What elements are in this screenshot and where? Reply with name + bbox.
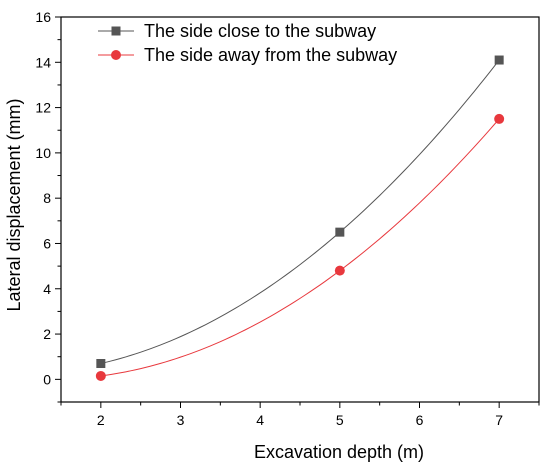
x-tick-label: 2 [97,412,105,428]
y-tick-label: 8 [43,190,51,206]
y-tick-label: 16 [35,9,51,25]
x-tick-label: 6 [416,412,424,428]
y-tick-label: 6 [43,235,51,251]
y-tick-label: 0 [43,371,51,387]
y-tick-label: 4 [43,281,51,297]
series-1-point [494,55,504,65]
y-tick-label: 10 [35,145,51,161]
series-2-point [334,265,345,276]
x-tick-label: 7 [495,412,503,428]
legend-marker [111,50,121,60]
x-tick-label: 4 [256,412,264,428]
legend-label: The side close to the subway [144,21,376,41]
y-axis-title: Lateral displacement (mm) [4,98,24,311]
y-tick-label: 12 [35,100,51,116]
y-tick-label: 14 [35,54,51,70]
series-1-line [100,59,500,364]
series-1-point [335,227,345,237]
plot-frame [60,16,540,403]
x-axis-title: Excavation depth (m) [254,442,424,462]
series-1-point [96,359,106,368]
series-2-point [95,370,106,381]
series-2-line [100,118,500,377]
legend-marker [111,26,121,36]
legend-label: The side away from the subway [144,45,397,65]
series-2-point [494,113,505,124]
x-tick-label: 3 [177,412,185,428]
y-tick-label: 2 [43,326,51,342]
x-tick-label: 5 [336,412,344,428]
